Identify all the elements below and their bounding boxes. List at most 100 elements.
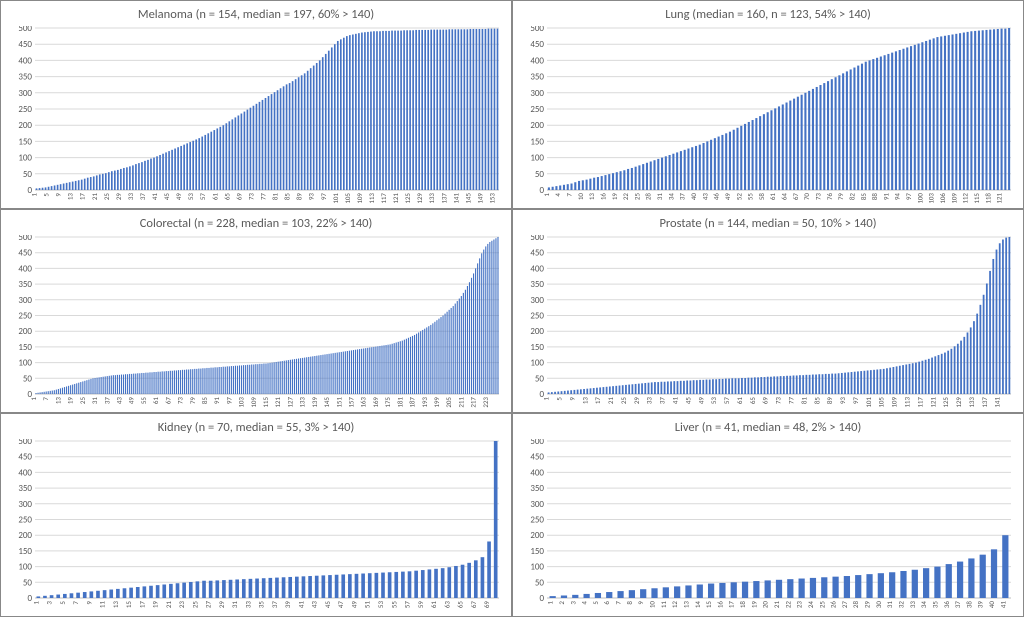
svg-text:64: 64 <box>780 193 789 201</box>
title-colorectal: Colorectal (n = 228, median = 103, 22% >… <box>9 216 503 231</box>
svg-text:73: 73 <box>176 397 185 405</box>
svg-text:133: 133 <box>427 193 436 204</box>
svg-text:69: 69 <box>234 193 243 201</box>
svg-text:500: 500 <box>530 26 544 34</box>
svg-text:250: 250 <box>530 104 544 115</box>
svg-text:15: 15 <box>704 601 713 609</box>
svg-text:20: 20 <box>761 601 770 609</box>
svg-text:100: 100 <box>18 153 32 164</box>
svg-text:50: 50 <box>535 577 545 588</box>
svg-text:1: 1 <box>546 601 555 605</box>
svg-text:350: 350 <box>530 279 544 290</box>
svg-text:85: 85 <box>859 193 868 201</box>
svg-text:0: 0 <box>539 593 544 604</box>
svg-text:150: 150 <box>530 136 544 147</box>
svg-text:37: 37 <box>658 397 667 405</box>
svg-text:17: 17 <box>137 601 146 609</box>
svg-text:350: 350 <box>18 483 32 494</box>
svg-text:31: 31 <box>90 397 99 405</box>
svg-text:37: 37 <box>138 193 147 201</box>
svg-text:500: 500 <box>530 235 544 243</box>
svg-text:13: 13 <box>681 601 690 609</box>
panel-lung: Lung (median = 160, n = 123, 54% > 140) … <box>512 0 1024 209</box>
svg-text:79: 79 <box>188 397 197 405</box>
svg-text:21: 21 <box>90 193 99 201</box>
svg-text:250: 250 <box>18 311 32 322</box>
svg-text:1: 1 <box>31 601 40 605</box>
svg-text:113: 113 <box>367 193 376 204</box>
svg-text:43: 43 <box>700 193 709 201</box>
svg-text:81: 81 <box>271 193 280 201</box>
svg-text:91: 91 <box>212 397 221 405</box>
svg-text:200: 200 <box>530 326 544 337</box>
svg-text:121: 121 <box>273 397 282 408</box>
svg-text:125: 125 <box>403 193 412 204</box>
svg-text:121: 121 <box>391 193 400 204</box>
svg-text:61: 61 <box>151 397 160 405</box>
svg-text:49: 49 <box>349 601 358 609</box>
svg-text:100: 100 <box>530 153 544 164</box>
svg-text:36: 36 <box>942 601 951 609</box>
title-prostate: Prostate (n = 144, median = 50, 10% > 14… <box>521 216 1015 231</box>
svg-text:9: 9 <box>54 193 63 197</box>
svg-text:118: 118 <box>983 193 992 204</box>
svg-text:10: 10 <box>576 193 585 201</box>
svg-text:5: 5 <box>591 601 600 605</box>
svg-text:67: 67 <box>163 397 172 405</box>
svg-text:109: 109 <box>249 397 258 408</box>
panel-liver: Liver (n = 41, median = 48, 2% > 140) 0 5… <box>512 413 1024 617</box>
svg-text:103: 103 <box>237 397 246 408</box>
svg-text:129: 129 <box>954 397 963 408</box>
svg-text:28: 28 <box>644 193 653 201</box>
svg-text:3: 3 <box>45 601 54 605</box>
svg-text:129: 129 <box>415 193 424 204</box>
svg-text:38: 38 <box>964 601 973 609</box>
svg-text:3: 3 <box>568 601 577 605</box>
svg-text:81: 81 <box>799 397 808 405</box>
panel-melanoma: Melanoma (n = 154, median = 197, 60% > 1… <box>0 0 512 209</box>
svg-text:175: 175 <box>383 397 392 408</box>
svg-text:23: 23 <box>177 601 186 609</box>
svg-text:49: 49 <box>127 397 136 405</box>
svg-text:137: 137 <box>439 193 448 204</box>
svg-text:58: 58 <box>757 193 766 201</box>
svg-text:69: 69 <box>761 397 770 405</box>
svg-text:217: 217 <box>469 397 478 408</box>
svg-text:55: 55 <box>389 601 398 609</box>
svg-text:13: 13 <box>53 397 62 405</box>
svg-text:97: 97 <box>904 193 913 201</box>
svg-text:7: 7 <box>71 601 80 605</box>
svg-text:5: 5 <box>555 397 564 401</box>
svg-text:94: 94 <box>893 193 902 201</box>
svg-text:181: 181 <box>395 397 404 408</box>
svg-text:21: 21 <box>606 397 615 405</box>
svg-text:101: 101 <box>864 397 873 408</box>
svg-text:33: 33 <box>908 601 917 609</box>
title-kidney: Kidney (n = 70, median = 55, 3% > 140) <box>9 420 503 435</box>
svg-text:40: 40 <box>689 193 698 201</box>
svg-text:133: 133 <box>967 397 976 408</box>
svg-text:21: 21 <box>164 601 173 609</box>
svg-text:16: 16 <box>598 193 607 201</box>
svg-text:16: 16 <box>715 601 724 609</box>
svg-text:2: 2 <box>557 601 566 605</box>
svg-text:1: 1 <box>542 193 551 197</box>
svg-text:300: 300 <box>530 88 544 99</box>
svg-text:350: 350 <box>530 483 544 494</box>
title-liver: Liver (n = 41, median = 48, 2% > 140) <box>521 420 1015 435</box>
svg-text:76: 76 <box>825 193 834 201</box>
svg-text:50: 50 <box>23 169 33 180</box>
svg-text:25: 25 <box>78 397 87 405</box>
svg-text:500: 500 <box>18 235 32 243</box>
svg-text:250: 250 <box>18 515 32 526</box>
svg-text:200: 200 <box>18 326 32 337</box>
svg-text:199: 199 <box>432 397 441 408</box>
svg-text:450: 450 <box>18 452 32 463</box>
svg-text:300: 300 <box>18 88 32 99</box>
svg-text:250: 250 <box>18 104 32 115</box>
svg-text:205: 205 <box>444 397 453 408</box>
panel-kidney: Kidney (n = 70, median = 55, 3% > 140) 0… <box>0 413 512 617</box>
svg-text:32: 32 <box>896 601 905 609</box>
svg-text:47: 47 <box>336 601 345 609</box>
svg-text:400: 400 <box>530 55 544 66</box>
